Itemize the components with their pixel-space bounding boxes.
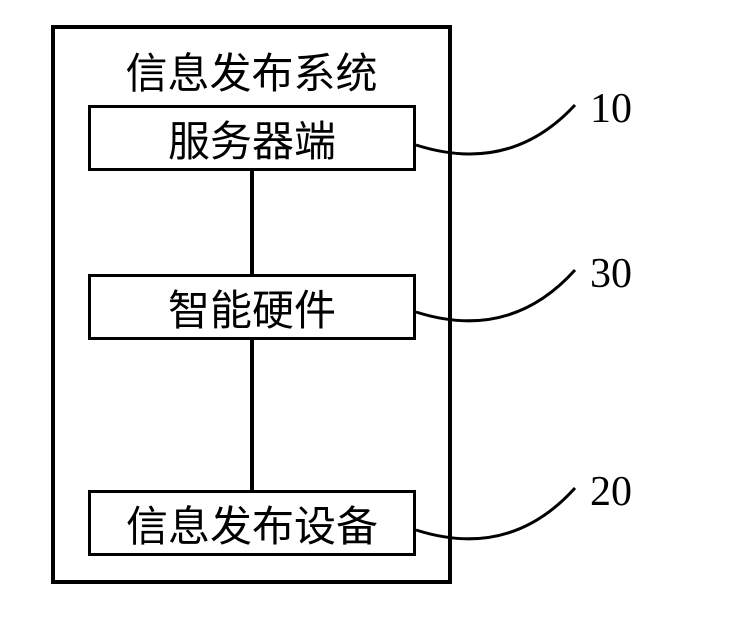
edge-hardware-device: [250, 340, 254, 490]
callout-label-device: 20: [590, 468, 632, 516]
edge-server-hardware: [250, 171, 254, 274]
callout-curve: [0, 0, 740, 632]
